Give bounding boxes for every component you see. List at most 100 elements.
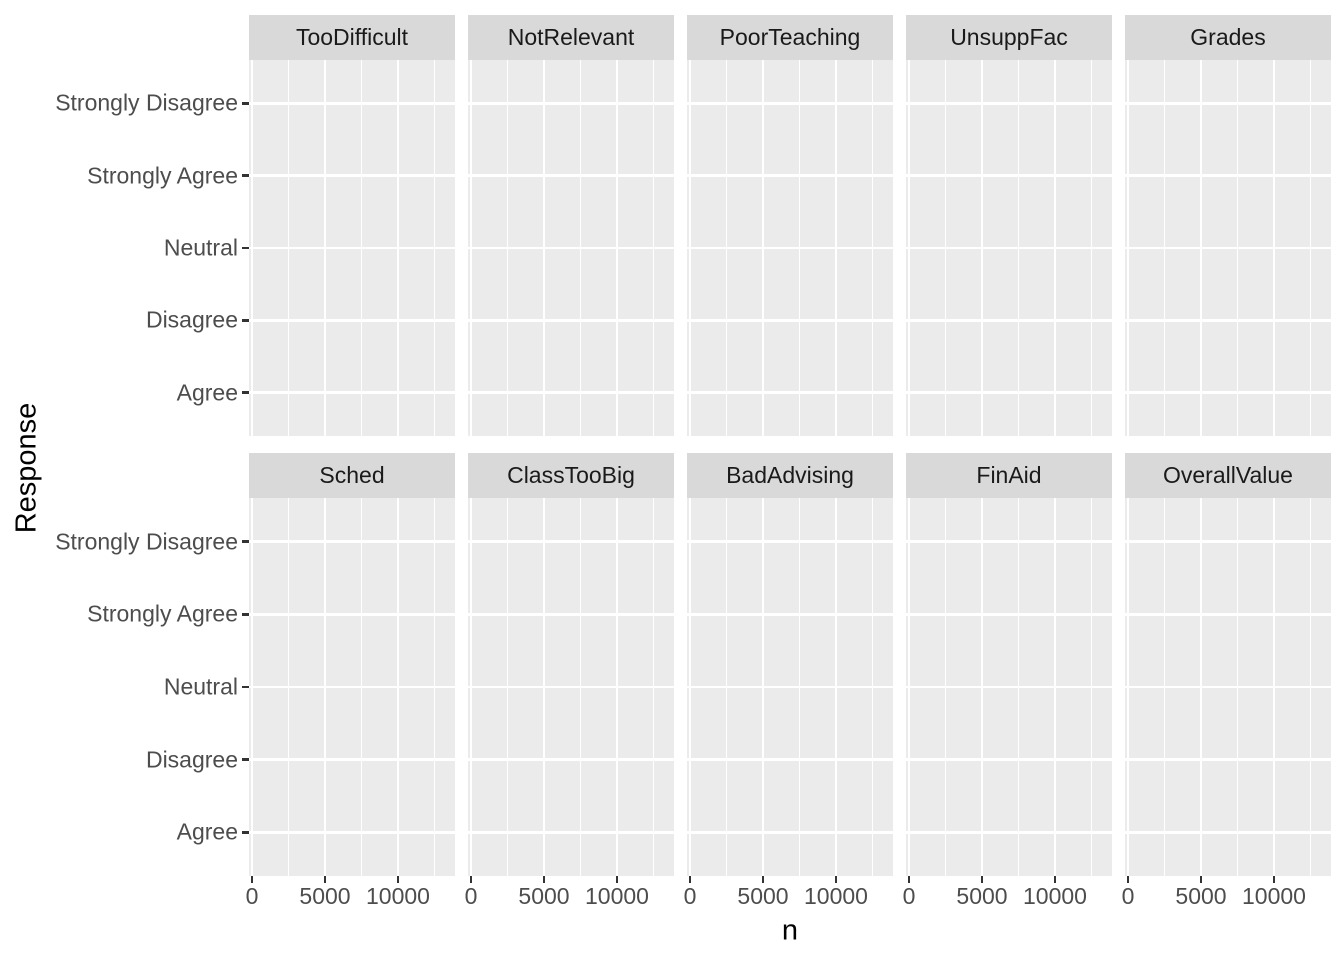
gridline-major-horizontal: [249, 612, 455, 616]
y-axis-title: Response: [10, 402, 43, 534]
gridline-major-horizontal: [687, 540, 893, 543]
facet-strip: Grades: [1125, 15, 1331, 60]
y-tick-mark: [242, 758, 249, 761]
y-tick-label: Strongly Disagree: [55, 528, 238, 555]
gridline-major-horizontal: [1125, 758, 1331, 762]
y-tick-label: Neutral: [163, 234, 238, 261]
gridline-major-horizontal: [1125, 174, 1331, 178]
gridline-major-horizontal: [906, 685, 1112, 689]
gridline-major-horizontal: [249, 102, 455, 105]
gridline-major-horizontal: [1125, 391, 1331, 394]
gridline-major-horizontal: [468, 612, 674, 616]
gridline-major-horizontal: [687, 685, 893, 689]
gridline-major-horizontal: [687, 174, 893, 178]
gridline-major-horizontal: [468, 174, 674, 178]
gridline-major-horizontal: [906, 246, 1112, 250]
x-tick-mark: [834, 876, 838, 883]
facet-strip: UnsuppFac: [906, 15, 1112, 60]
y-tick-label: Agree: [176, 379, 238, 406]
y-tick-label: Strongly Agree: [87, 600, 238, 627]
x-tick-mark: [615, 876, 619, 883]
x-tick-label: 5000: [737, 883, 789, 909]
facet-strip: ClassTooBig: [468, 453, 674, 498]
gridline-major-horizontal: [906, 391, 1112, 394]
x-tick-label: 5000: [956, 883, 1008, 909]
gridline-major-horizontal: [1125, 102, 1331, 105]
x-tick-mark: [1272, 876, 1276, 883]
gridline-major-horizontal: [906, 102, 1112, 105]
x-tick-label: 5000: [518, 883, 570, 909]
gridline-major-horizontal: [249, 540, 455, 543]
gridline-major-horizontal: [249, 685, 455, 689]
x-tick-label: 0: [902, 883, 916, 909]
x-tick-label: 0: [245, 883, 259, 909]
x-tick-label: 10000: [1023, 883, 1087, 909]
gridline-major-horizontal: [468, 758, 674, 762]
x-tick-mark: [250, 876, 254, 883]
gridline-major-horizontal: [468, 685, 674, 689]
x-tick-label: 0: [464, 883, 478, 909]
facet-strip: PoorTeaching: [687, 15, 893, 60]
facet-strip: Sched: [249, 453, 455, 498]
facet-strip: NotRelevant: [468, 15, 674, 60]
gridline-major-horizontal: [1125, 540, 1331, 543]
y-tick-label: Agree: [176, 818, 238, 845]
x-tick-mark: [1199, 876, 1203, 883]
gridline-major-horizontal: [687, 318, 893, 322]
gridline-major-horizontal: [249, 758, 455, 762]
x-tick-label: 5000: [299, 883, 351, 909]
gridline-major-horizontal: [687, 102, 893, 105]
facet-strip: OverallValue: [1125, 453, 1331, 498]
facet-strip: BadAdvising: [687, 453, 893, 498]
gridline-major-horizontal: [468, 246, 674, 250]
y-tick-label: Disagree: [145, 746, 238, 773]
x-tick-mark: [323, 876, 327, 883]
gridline-major-horizontal: [249, 174, 455, 178]
gridline-major-horizontal: [468, 540, 674, 543]
x-tick-label: 10000: [804, 883, 868, 909]
gridline-major-horizontal: [468, 831, 674, 834]
gridline-major-horizontal: [906, 174, 1112, 178]
y-tick-mark: [242, 685, 249, 689]
gridline-major-horizontal: [687, 831, 893, 834]
y-tick-mark: [242, 246, 249, 250]
x-axis-title: n: [781, 914, 799, 947]
x-tick-mark: [396, 876, 400, 883]
y-tick-mark: [242, 831, 249, 834]
gridline-major-horizontal: [1125, 318, 1331, 322]
y-tick-mark: [242, 391, 249, 394]
gridline-major-horizontal: [468, 391, 674, 394]
x-tick-mark: [907, 876, 911, 883]
x-tick-mark: [542, 876, 546, 883]
gridline-major-horizontal: [687, 246, 893, 250]
gridline-major-horizontal: [249, 391, 455, 394]
gridline-major-horizontal: [906, 318, 1112, 322]
x-tick-mark: [469, 876, 473, 883]
y-tick-label: Strongly Disagree: [55, 89, 238, 116]
x-tick-label: 0: [683, 883, 697, 909]
gridline-major-horizontal: [249, 246, 455, 250]
facet-strip: TooDifficult: [249, 15, 455, 60]
gridline-major-horizontal: [906, 612, 1112, 616]
y-tick-mark: [242, 319, 249, 322]
gridline-major-horizontal: [687, 612, 893, 616]
y-tick-mark: [242, 102, 249, 105]
gridline-major-horizontal: [1125, 612, 1331, 616]
gridline-major-horizontal: [249, 318, 455, 322]
y-tick-label: Disagree: [145, 306, 238, 333]
y-tick-mark: [242, 613, 249, 616]
gridline-major-horizontal: [906, 831, 1112, 834]
gridline-major-horizontal: [1125, 246, 1331, 250]
gridline-major-horizontal: [687, 391, 893, 394]
facet-strip: FinAid: [906, 453, 1112, 498]
x-tick-mark: [980, 876, 984, 883]
y-tick-label: Strongly Agree: [87, 162, 238, 189]
x-tick-label: 10000: [366, 883, 430, 909]
x-tick-mark: [761, 876, 765, 883]
x-tick-mark: [688, 876, 692, 883]
x-tick-mark: [1126, 876, 1130, 883]
gridline-major-horizontal: [906, 540, 1112, 543]
gridline-major-horizontal: [249, 831, 455, 834]
x-tick-label: 0: [1121, 883, 1135, 909]
gridline-major-horizontal: [468, 318, 674, 322]
